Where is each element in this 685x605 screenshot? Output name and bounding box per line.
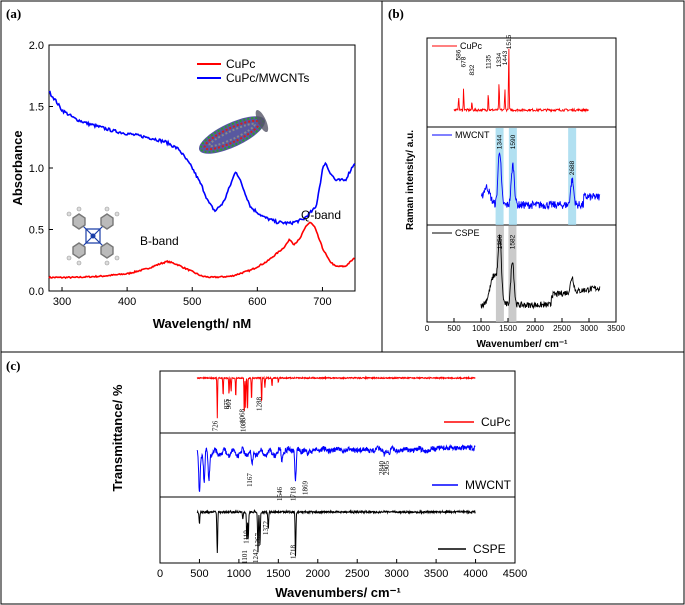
panel-c-label: (c)	[6, 358, 20, 373]
plot-c-ylabel: Transmittance/ %	[110, 384, 125, 491]
x-tick-label: 4500	[503, 568, 527, 580]
peak-label: 1267	[254, 533, 262, 548]
raman-highlight-band	[495, 226, 504, 322]
peak-label: 678	[461, 56, 468, 67]
annotation-q-band: Q-band	[301, 208, 341, 222]
legend-c-cupc-label: CuPc	[481, 415, 510, 429]
x-tick-label: 1000	[472, 324, 490, 333]
raman-highlight-band	[508, 226, 517, 322]
peak-label: 1372	[262, 521, 270, 536]
y-tick-label: 2.0	[29, 40, 44, 52]
x-tick-label: 2000	[526, 324, 544, 333]
x-tick-label: 1500	[266, 568, 290, 580]
peak-label: 1242	[252, 549, 260, 564]
x-tick-label: 3000	[580, 324, 598, 333]
x-tick-label: 1500	[499, 324, 517, 333]
y-tick-label: 1.0	[29, 163, 44, 175]
x-tick-label: 0	[157, 568, 163, 580]
peak-label: 901	[225, 398, 233, 409]
raman-spectrum-cspe	[480, 234, 601, 310]
panel-c-frame	[0, 351, 685, 605]
plot-b-ylabel: Raman intensity/ a.u.	[405, 130, 416, 230]
peak-label: 1068	[238, 409, 246, 424]
x-tick-label: 2500	[345, 568, 369, 580]
x-tick-label: 400	[118, 296, 136, 308]
plot-c-area	[159, 370, 516, 564]
peak-label: 2905	[383, 461, 391, 476]
peak-label: 1718	[290, 487, 298, 502]
series-line-cupc-mwcnts	[48, 90, 356, 226]
raman-highlight-band	[568, 128, 577, 225]
series-line-cupc	[48, 221, 355, 280]
legend-cupc-label: CuPc	[226, 57, 255, 71]
raman-highlight-band	[508, 128, 517, 225]
legend-cupc-mwcnts-label: CuPc/MWCNTs	[226, 71, 309, 85]
y-tick-label: 1.5	[29, 102, 44, 114]
peak-label: 1546	[276, 487, 284, 502]
annotation-b-band: B-band	[140, 234, 179, 248]
peak-label: 875	[223, 398, 231, 409]
peak-label: 1334	[496, 52, 503, 67]
plot-c-xlabel: Wavenumbers/ cm⁻¹	[275, 585, 401, 600]
legend-b-cupc-label: CuPc	[460, 41, 483, 51]
peak-label: 1167	[246, 473, 254, 487]
y-tick-label: 0.5	[29, 225, 44, 237]
ir-spectrum-cupc	[196, 375, 476, 419]
peak-label: 1135	[485, 55, 492, 69]
x-tick-label: 3500	[424, 568, 448, 580]
peak-label: 1515	[506, 34, 513, 49]
raman-spectrum-mwcnt	[480, 152, 601, 211]
x-tick-label: 3500	[607, 324, 625, 333]
peak-label: 1869	[301, 481, 309, 496]
x-tick-label: 500	[447, 324, 461, 333]
peak-label: 1350	[497, 234, 504, 249]
peak-label: 586	[456, 49, 463, 60]
peak-label: 2840	[378, 461, 386, 476]
peak-label: 1443	[502, 50, 509, 65]
x-tick-label: 700	[313, 296, 331, 308]
legend-b-mwcnt-label: MWCNT	[455, 130, 490, 140]
x-tick-label: 3000	[384, 568, 408, 580]
x-tick-label: 1000	[227, 568, 251, 580]
peak-label: 832	[469, 64, 476, 75]
mwcnt-nanotube-icon	[198, 110, 269, 154]
peak-label: 726	[211, 420, 219, 431]
raman-highlight-band	[495, 128, 504, 225]
x-tick-label: 2500	[553, 324, 571, 333]
plot-b-xlabel: Wavenumber/ cm⁻¹	[476, 339, 568, 350]
x-tick-label: 0	[425, 324, 430, 333]
x-tick-label: 500	[190, 568, 208, 580]
plot-a-xlabel: Wavelength/ nM	[153, 316, 251, 331]
plot-a-ylabel: Absorbance	[10, 130, 25, 205]
panel-b-label: (b)	[388, 6, 404, 21]
x-tick-label: 500	[183, 296, 201, 308]
peak-label: 1288	[256, 397, 264, 412]
peak-label: 1582	[509, 234, 516, 249]
x-tick-label: 300	[53, 296, 71, 308]
panel-a-label: (a)	[6, 6, 21, 21]
x-tick-label: 2000	[306, 568, 330, 580]
ir-spectrum-mwcnt	[196, 443, 476, 492]
legend-c-mwcnt-label: MWCNT	[465, 478, 512, 492]
peak-label: 1344	[497, 134, 504, 149]
peak-label: 1101	[241, 550, 249, 564]
cupc-molecule-icon	[66, 206, 120, 266]
raman-spectrum-cupc	[453, 48, 590, 113]
peak-label: 1718	[290, 545, 298, 560]
peak-label: 1590	[510, 134, 517, 149]
peak-label: 2688	[569, 160, 576, 175]
x-tick-label: 600	[248, 296, 266, 308]
legend-c-cspe-label: CSPE	[473, 542, 506, 556]
peak-label: 1119	[242, 530, 250, 544]
peak-label: 1086	[240, 418, 248, 433]
x-tick-label: 4000	[463, 568, 487, 580]
y-tick-label: 0.0	[29, 286, 44, 298]
plot-b-area	[426, 37, 617, 323]
legend-b-cspe-label: CSPE	[455, 228, 480, 238]
ir-spectrum-cspe	[196, 509, 476, 557]
